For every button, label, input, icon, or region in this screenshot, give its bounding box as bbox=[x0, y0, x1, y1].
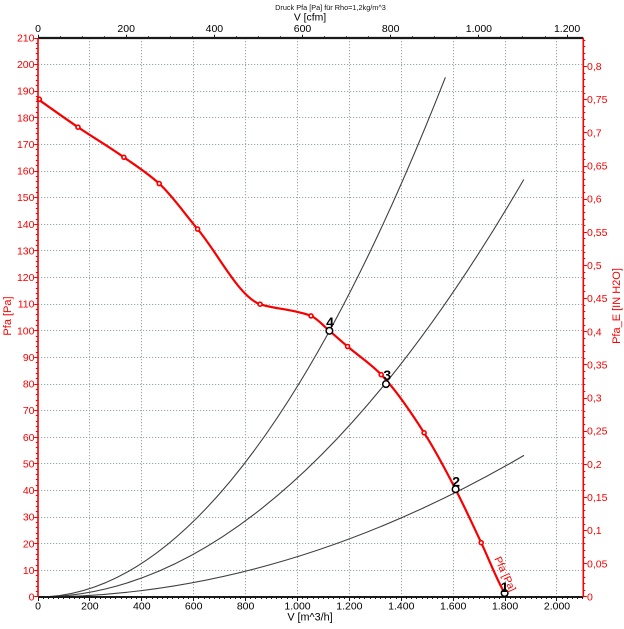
svg-text:V [m^3/h]: V [m^3/h] bbox=[287, 612, 332, 624]
svg-text:80: 80 bbox=[23, 379, 35, 391]
svg-text:400: 400 bbox=[206, 23, 224, 35]
svg-text:0,7: 0,7 bbox=[587, 127, 602, 139]
svg-text:110: 110 bbox=[18, 299, 35, 311]
svg-text:2.000: 2.000 bbox=[544, 601, 570, 613]
svg-text:1.200: 1.200 bbox=[554, 23, 580, 35]
svg-text:1.600: 1.600 bbox=[440, 601, 466, 613]
svg-text:1.200: 1.200 bbox=[336, 601, 362, 613]
svg-text:0: 0 bbox=[587, 592, 593, 604]
svg-text:0: 0 bbox=[29, 592, 35, 604]
svg-text:0,3: 0,3 bbox=[587, 393, 602, 405]
svg-text:150: 150 bbox=[17, 192, 35, 204]
svg-text:0,5: 0,5 bbox=[587, 260, 602, 272]
svg-text:2: 2 bbox=[452, 473, 460, 489]
svg-text:0,15: 0,15 bbox=[587, 492, 608, 504]
svg-text:4: 4 bbox=[326, 314, 334, 330]
svg-text:200: 200 bbox=[117, 23, 135, 35]
svg-text:40: 40 bbox=[23, 485, 35, 497]
svg-text:70: 70 bbox=[23, 405, 35, 417]
svg-text:0,45: 0,45 bbox=[587, 293, 608, 305]
svg-text:400: 400 bbox=[133, 601, 151, 613]
svg-text:1.400: 1.400 bbox=[388, 601, 414, 613]
svg-text:0,8: 0,8 bbox=[587, 61, 602, 73]
svg-text:1: 1 bbox=[501, 579, 509, 595]
svg-text:Pfa [Pa]: Pfa [Pa] bbox=[2, 296, 14, 335]
svg-text:0,4: 0,4 bbox=[587, 326, 602, 338]
svg-text:V [cfm]: V [cfm] bbox=[294, 13, 326, 24]
svg-text:0: 0 bbox=[35, 601, 41, 613]
svg-text:100: 100 bbox=[17, 325, 35, 337]
svg-text:130: 130 bbox=[17, 246, 35, 258]
svg-text:600: 600 bbox=[185, 601, 203, 613]
svg-text:60: 60 bbox=[23, 432, 35, 444]
svg-text:30: 30 bbox=[23, 512, 35, 524]
svg-text:10: 10 bbox=[23, 565, 35, 577]
svg-text:Druck Pfa [Pa] für Rho=1,2kg/m: Druck Pfa [Pa] für Rho=1,2kg/m^3 bbox=[275, 3, 386, 12]
svg-text:0,25: 0,25 bbox=[587, 426, 608, 438]
svg-text:0,65: 0,65 bbox=[587, 161, 608, 173]
svg-text:0,75: 0,75 bbox=[587, 94, 608, 106]
svg-text:0,35: 0,35 bbox=[587, 359, 608, 371]
svg-text:1.800: 1.800 bbox=[492, 601, 518, 613]
svg-text:50: 50 bbox=[23, 458, 35, 470]
svg-text:0: 0 bbox=[35, 23, 41, 35]
svg-text:600: 600 bbox=[294, 23, 312, 35]
svg-text:20: 20 bbox=[23, 538, 35, 550]
svg-text:0,05: 0,05 bbox=[587, 558, 608, 570]
svg-text:200: 200 bbox=[81, 601, 99, 613]
svg-text:1.000: 1.000 bbox=[466, 23, 492, 35]
svg-text:160: 160 bbox=[17, 166, 35, 178]
svg-text:140: 140 bbox=[17, 219, 35, 231]
svg-text:800: 800 bbox=[237, 601, 255, 613]
svg-text:120: 120 bbox=[17, 272, 35, 284]
svg-text:210: 210 bbox=[17, 33, 35, 45]
svg-text:0,1: 0,1 bbox=[587, 525, 602, 537]
svg-text:180: 180 bbox=[17, 112, 35, 124]
svg-text:0,6: 0,6 bbox=[587, 194, 602, 206]
svg-text:90: 90 bbox=[23, 352, 35, 364]
svg-text:0,55: 0,55 bbox=[587, 227, 608, 239]
svg-text:1.000: 1.000 bbox=[284, 601, 310, 613]
svg-text:3: 3 bbox=[383, 367, 391, 383]
svg-text:0,2: 0,2 bbox=[587, 459, 602, 471]
svg-text:Pfa_E [IN H2O]: Pfa_E [IN H2O] bbox=[611, 268, 623, 344]
svg-text:170: 170 bbox=[17, 139, 35, 151]
svg-text:190: 190 bbox=[17, 86, 35, 98]
svg-text:800: 800 bbox=[382, 23, 400, 35]
svg-text:200: 200 bbox=[17, 59, 35, 71]
